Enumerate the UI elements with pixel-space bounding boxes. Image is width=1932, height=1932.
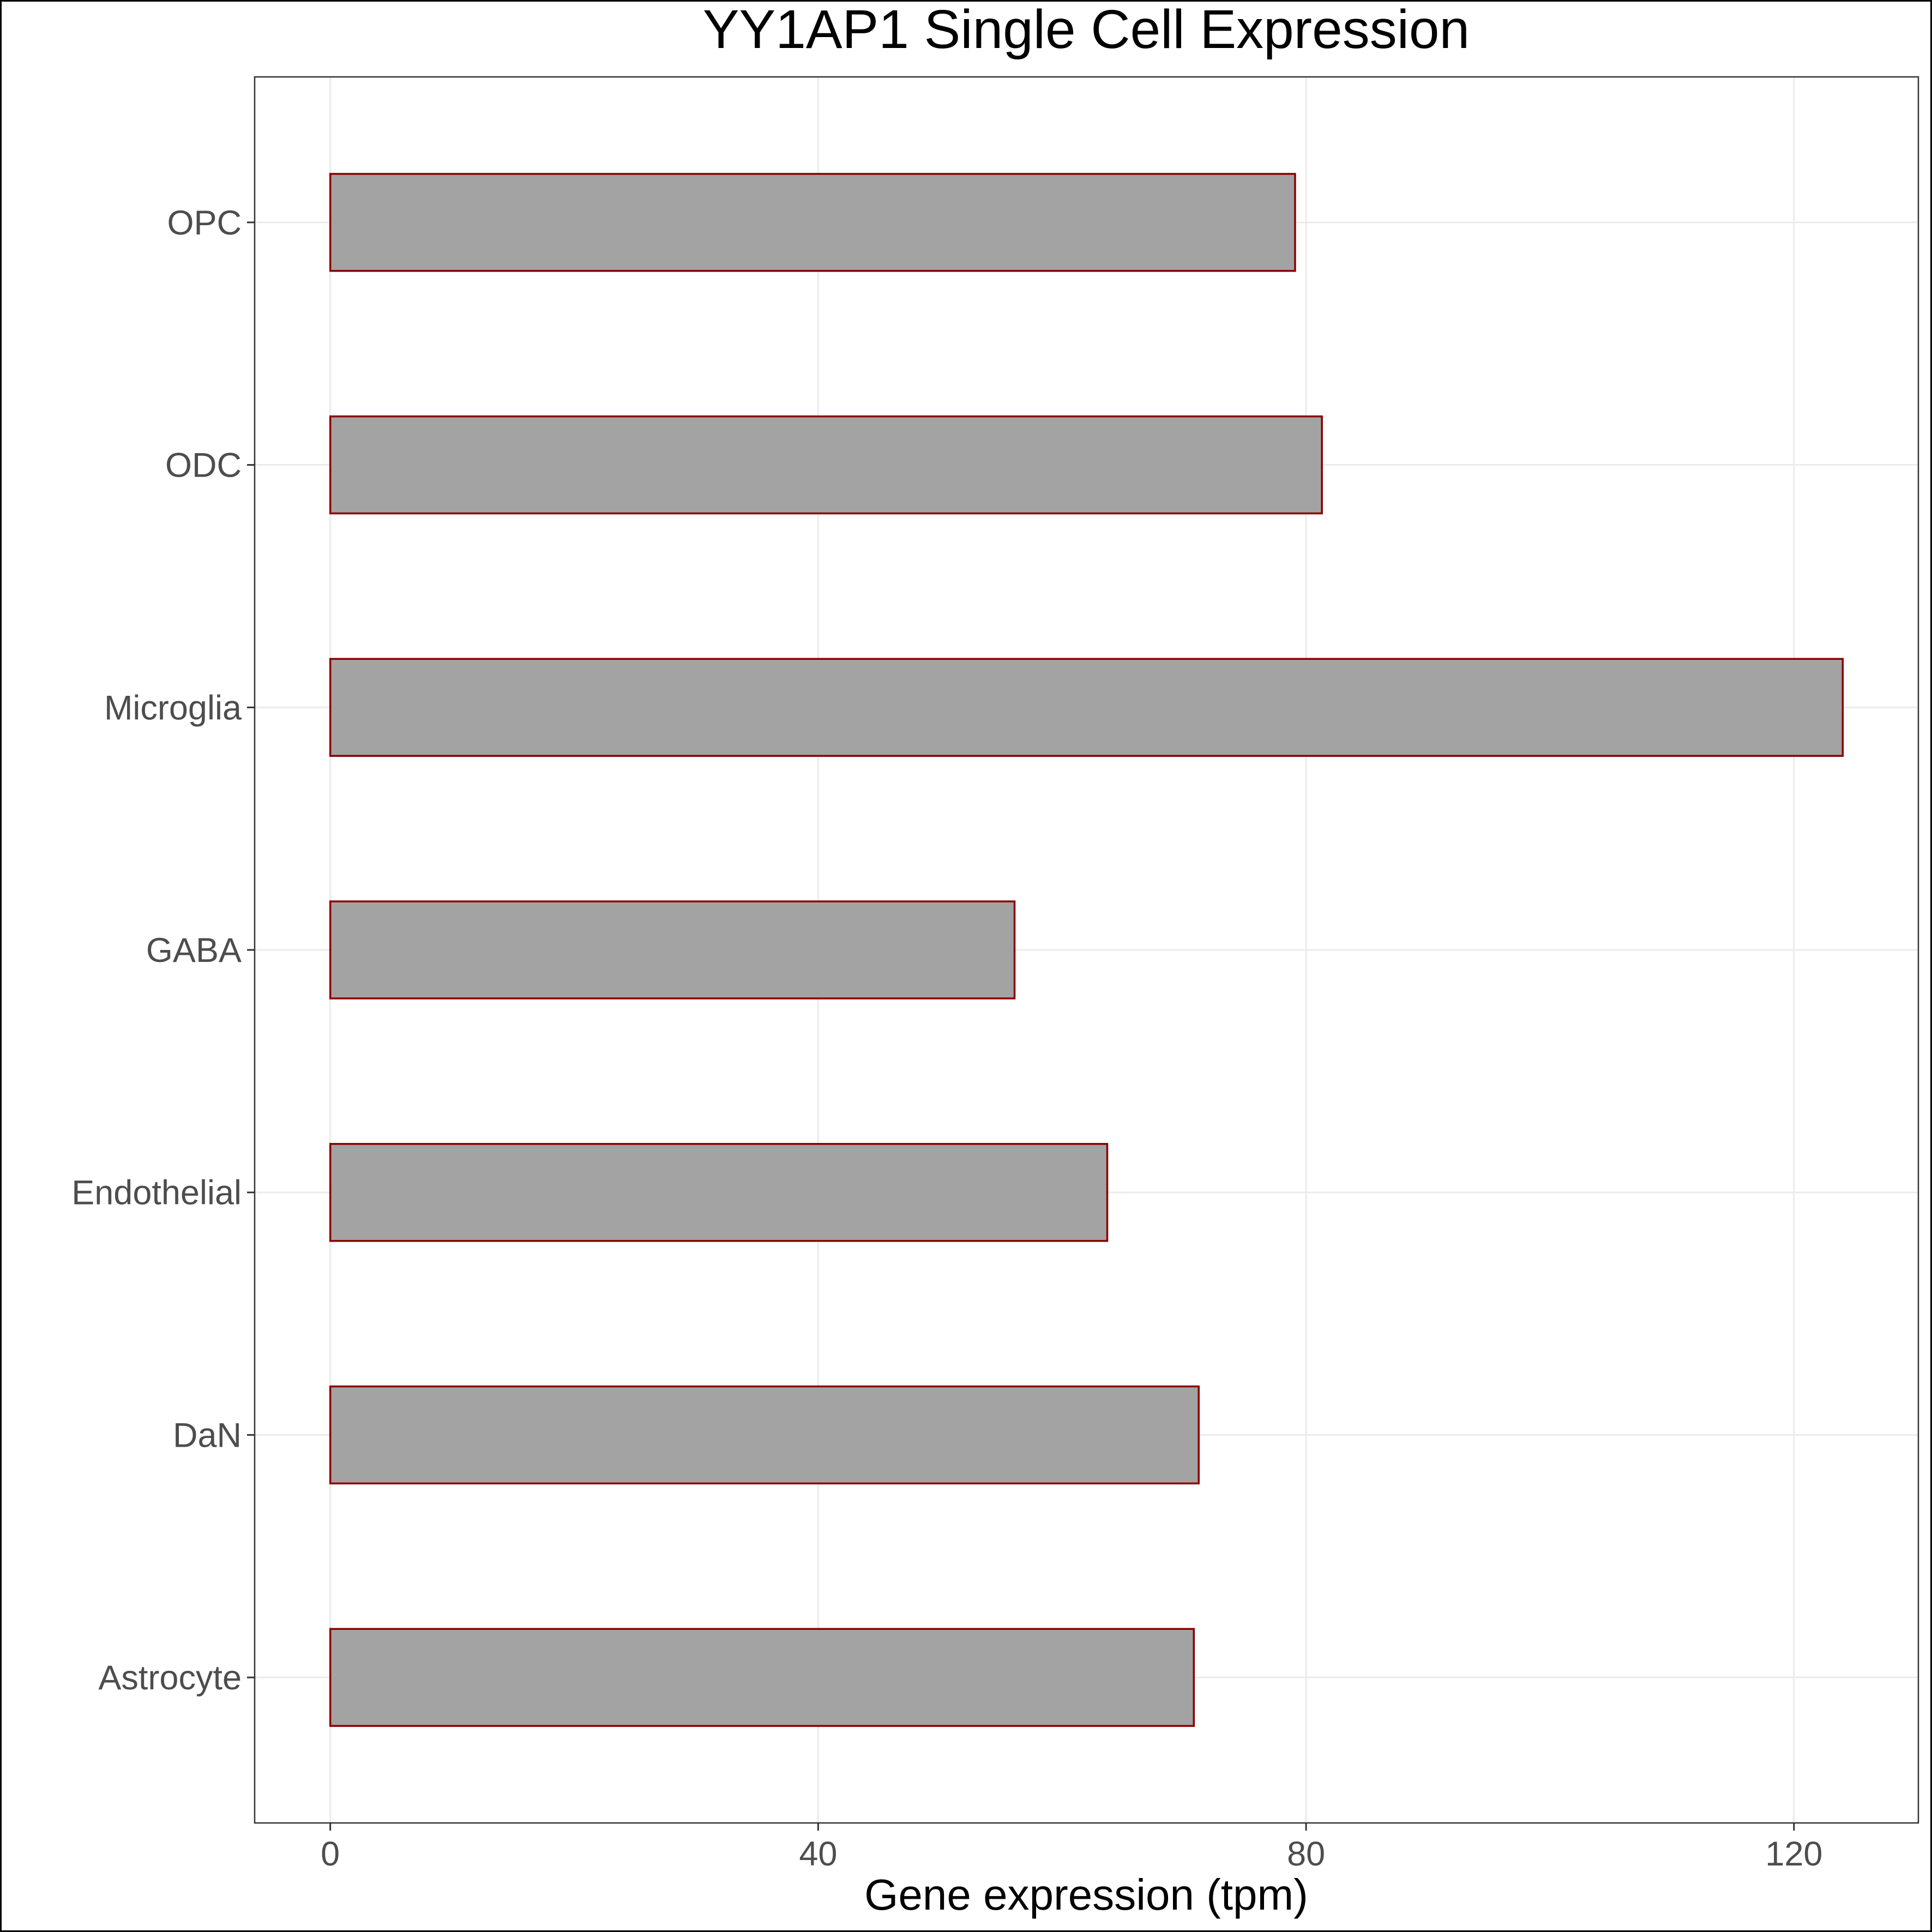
y-tick-label-microglia: Microglia xyxy=(104,689,242,727)
bars xyxy=(329,173,1844,1727)
y-axis-ticks: Astrocyte DaN Endothelial GABA Microglia ODC O… xyxy=(71,204,255,1697)
y-tick-label-dan: DaN xyxy=(173,1416,242,1454)
bar-gaba xyxy=(329,900,1016,1000)
bar-odc xyxy=(329,415,1323,515)
x-tick-label-120: 120 xyxy=(1765,1835,1822,1873)
x-axis-title: Gene expression (tpm) xyxy=(864,1870,1308,1919)
y-tick-label-opc: OPC xyxy=(167,204,242,242)
x-tick-label-80: 80 xyxy=(1287,1835,1325,1873)
y-tick-label-gaba: GABA xyxy=(146,931,242,970)
chart-title: YY1AP1 Single Cell Expression xyxy=(703,0,1470,60)
x-tick-label-40: 40 xyxy=(799,1835,837,1873)
y-tick-label-astrocyte: Astrocyte xyxy=(98,1659,242,1697)
bar-endothelial xyxy=(329,1143,1109,1242)
bar-dan xyxy=(329,1385,1200,1485)
bar-astrocyte xyxy=(329,1628,1195,1727)
bar-microglia xyxy=(329,658,1844,757)
bar-opc xyxy=(329,173,1296,272)
x-tick-label-0: 0 xyxy=(321,1835,340,1873)
x-axis-ticks: 0 40 80 120 xyxy=(321,1823,1822,1873)
y-tick-label-odc: ODC xyxy=(165,447,242,485)
y-tick-label-endothelial: Endothelial xyxy=(71,1174,242,1212)
